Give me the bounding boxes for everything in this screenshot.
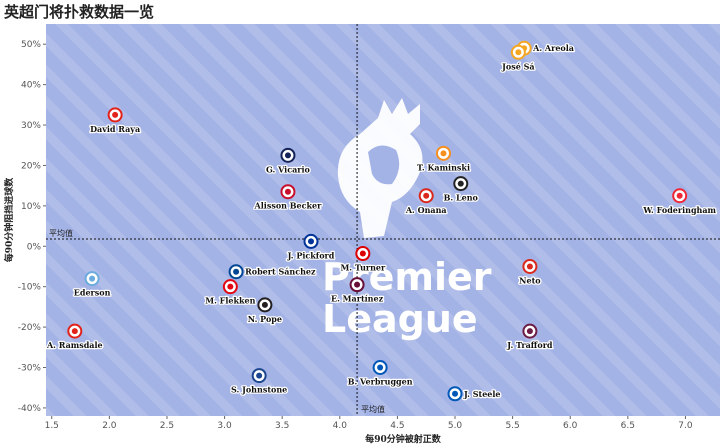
x-tick-label: 5.0 — [448, 421, 463, 431]
point-g-vicario[interactable]: G. Vicario — [265, 147, 312, 176]
x-tick-label: 5.5 — [505, 421, 519, 431]
point-label: A. Onana — [405, 205, 447, 215]
point-e-martinez[interactable]: E. Martínez — [330, 277, 385, 305]
club-badge-core — [676, 192, 683, 199]
x-axis-label: 每90分钟被射正数 — [365, 433, 442, 445]
y-tick-label: -10% — [18, 283, 42, 293]
point-ederson[interactable]: Ederson — [72, 271, 112, 299]
point-david-raya[interactable]: David Raya — [89, 107, 141, 135]
point-s-johnstone[interactable]: S. Johnstone — [230, 368, 289, 396]
club-badge-core — [284, 188, 291, 195]
point-label: David Raya — [90, 124, 140, 134]
club-badge-core — [89, 275, 96, 282]
point-label: Robert Sánchez — [245, 267, 316, 277]
point-label: Ederson — [74, 288, 111, 298]
point-label: G. Vicario — [266, 164, 311, 174]
y-tick-label: 40% — [21, 81, 41, 91]
point-label: N. Pope — [248, 314, 282, 324]
avg-x-label: 平均值 — [361, 404, 385, 414]
point-label: T. Kaminski — [417, 162, 470, 172]
x-tick-label: 2.5 — [160, 421, 174, 431]
point-label: J. Steele — [463, 389, 501, 399]
club-badge-core — [354, 281, 361, 288]
lion-face-icon — [368, 145, 400, 185]
x-tick-label: 4.0 — [333, 421, 348, 431]
point-a-onana[interactable]: A. Onana — [404, 188, 448, 216]
point-j-pickford[interactable]: J. Pickford — [285, 233, 336, 262]
y-tick-label: 50% — [21, 40, 41, 50]
point-label: Alisson Becker — [254, 201, 323, 211]
point-b-verbruggen[interactable]: B. Verbruggen — [346, 360, 414, 388]
club-badge-core — [71, 328, 78, 335]
point-m-turner[interactable]: M. Turner — [339, 246, 387, 274]
club-badge-core — [112, 111, 119, 118]
y-tick-label: -20% — [18, 323, 42, 333]
x-tick-label: 3.5 — [275, 421, 289, 431]
club-badge-core — [452, 390, 459, 397]
point-label: M. Turner — [340, 263, 386, 273]
club-badge-core — [261, 301, 268, 308]
point-j-steele[interactable]: J. Steele — [447, 386, 502, 402]
point-a-areola[interactable]: A. Areola — [516, 40, 575, 56]
point-neto[interactable]: Neto — [518, 258, 543, 287]
club-badge-core — [377, 364, 384, 371]
x-tick-label: 6.0 — [563, 421, 578, 431]
point-b-leno[interactable]: B. Leno — [442, 176, 480, 204]
y-tick-label: 20% — [21, 161, 41, 171]
watermark-word-1: Premier — [322, 255, 492, 299]
watermark-word-2: League — [322, 297, 478, 341]
y-tick-label: -30% — [18, 364, 42, 374]
x-tick-label: 3.0 — [217, 421, 232, 431]
club-badge-core — [440, 150, 447, 157]
point-label: S. Johnstone — [231, 385, 287, 395]
x-tick-label: 6.5 — [621, 421, 635, 431]
club-badge-core — [233, 268, 240, 275]
point-label: A. Areola — [532, 43, 574, 53]
point-label: E. Martínez — [331, 294, 384, 304]
y-tick-label: 0% — [27, 242, 42, 252]
point-label: A. Ramsdale — [46, 340, 103, 350]
point-label: M. Flekken — [205, 296, 255, 306]
point-label: J. Pickford — [287, 250, 335, 260]
point-label: B. Verbruggen — [348, 377, 413, 387]
club-badge-core — [423, 192, 430, 199]
point-label: J. Trafford — [506, 340, 553, 350]
club-badge-core — [256, 372, 263, 379]
y-axis-label: 每90分钟阻挡进球数 — [3, 177, 15, 263]
club-badge-core — [526, 328, 533, 335]
point-alisson-becker[interactable]: Alisson Becker — [252, 184, 323, 212]
club-badge-core — [307, 238, 314, 245]
point-jose-sa[interactable]: José Sá — [500, 44, 536, 73]
x-tick-label: 1.5 — [45, 421, 59, 431]
club-badge-core — [359, 250, 366, 257]
point-robert-sanchez[interactable]: Robert Sánchez — [228, 264, 317, 280]
point-label: W. Foderingham — [642, 205, 716, 215]
x-tick-label: 4.5 — [390, 421, 404, 431]
club-badge-core — [227, 283, 234, 290]
y-tick-label: -40% — [18, 404, 42, 414]
club-badge-core — [526, 263, 533, 270]
avg-y-label: 平均值 — [49, 228, 73, 238]
point-t-kaminski[interactable]: T. Kaminski — [416, 145, 471, 174]
point-a-ramsdale[interactable]: A. Ramsdale — [45, 323, 104, 351]
point-m-flekken[interactable]: M. Flekken — [204, 279, 257, 307]
club-badge-core — [284, 152, 291, 159]
x-tick-label: 7.0 — [678, 421, 693, 431]
point-label: B. Leno — [444, 193, 479, 203]
club-badge-core — [457, 180, 464, 187]
club-badge-core — [515, 49, 522, 56]
point-w-foderingham[interactable]: W. Foderingham — [641, 188, 718, 216]
point-label: José Sá — [501, 61, 534, 71]
x-tick-label: 2.0 — [102, 421, 117, 431]
point-j-trafford[interactable]: J. Trafford — [505, 323, 554, 351]
y-tick-label: 10% — [21, 202, 41, 212]
point-n-pope[interactable]: N. Pope — [247, 297, 283, 325]
y-tick-label: 30% — [21, 121, 41, 131]
point-label: Neto — [519, 275, 541, 285]
page-title: 英超门将扑救数据一览 — [4, 3, 155, 21]
